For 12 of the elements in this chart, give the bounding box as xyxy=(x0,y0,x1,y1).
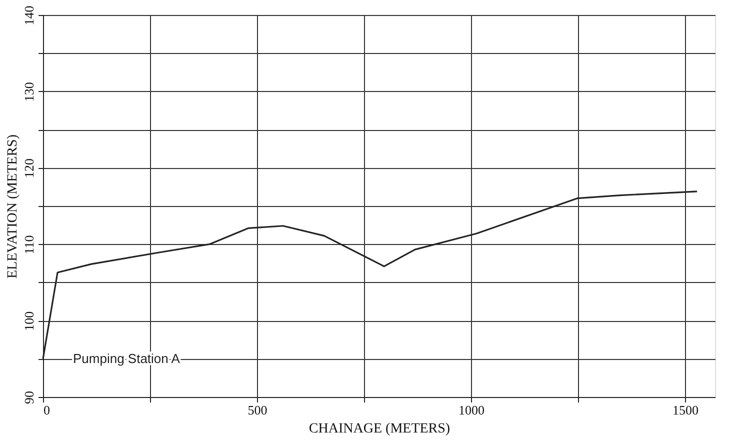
x-tick-label: 0 xyxy=(44,402,50,418)
x-axis-title: CHAINAGE (METERS) xyxy=(308,422,450,436)
y-tick-label: 130 xyxy=(22,82,36,102)
y-tick-label: 90 xyxy=(22,391,36,404)
y-tick-label: 100 xyxy=(22,311,36,331)
y-tick-label: 110 xyxy=(22,235,36,254)
y-axis-title: ELEVATION (METERS) xyxy=(6,134,20,279)
x-tick-label: 500 xyxy=(248,402,268,418)
y-tick-label: 140 xyxy=(22,6,36,26)
x-tick-label: 1500 xyxy=(672,402,699,418)
x-tick-label: 1000 xyxy=(458,402,485,418)
y-tick-label: 120 xyxy=(22,158,36,178)
